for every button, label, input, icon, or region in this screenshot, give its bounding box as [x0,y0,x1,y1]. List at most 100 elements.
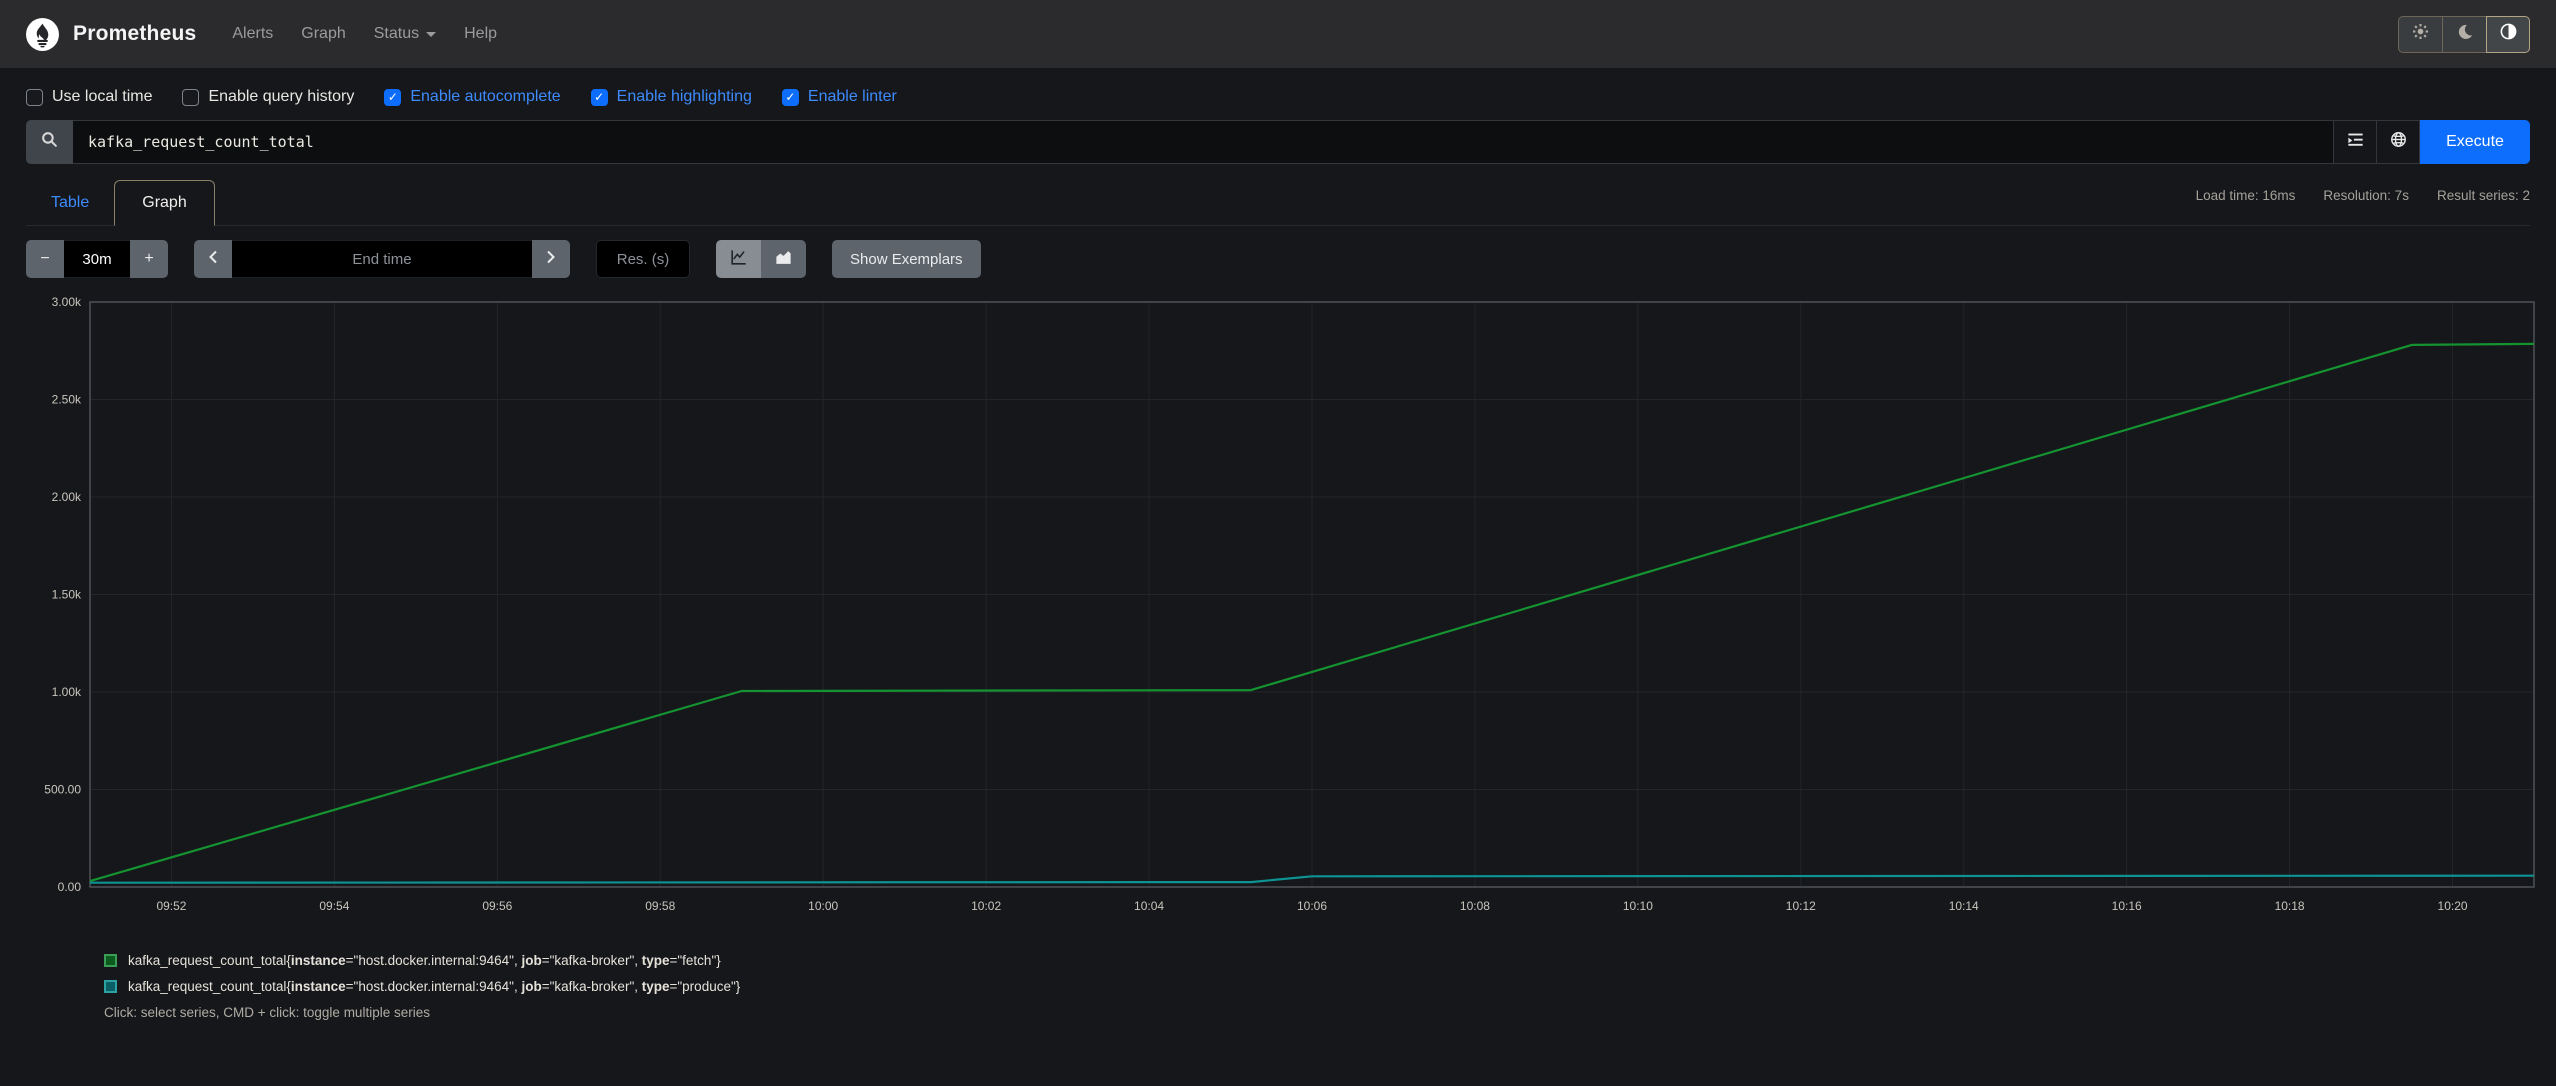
line-chart-button[interactable] [716,240,761,278]
svg-text:09:54: 09:54 [319,899,349,913]
svg-text:1.00k: 1.00k [52,685,82,699]
check-icon: ✓ [387,90,398,104]
dark-theme-button[interactable] [2442,15,2486,53]
auto-theme-button[interactable] [2486,15,2530,53]
range-increase-button[interactable]: + [130,240,168,278]
checkbox-label: Enable linter [807,88,897,105]
legend-item[interactable]: kafka_request_count_total{instance="host… [104,953,2556,968]
legend-item[interactable]: kafka_request_count_total{instance="host… [104,979,2556,994]
execute-button[interactable]: Execute [2420,120,2530,164]
load-time: Load time: 16ms [2195,188,2296,203]
checkbox-label: Use local time [52,88,153,105]
query-expression-input[interactable] [73,120,2334,164]
check-icon: ✓ [785,90,796,104]
chevron-right-icon [546,250,556,269]
svg-text:1.50k: 1.50k [52,588,82,602]
prometheus-logo-icon [26,17,59,51]
checkbox-enable-query-history[interactable]: ✓ Enable query history [182,88,354,106]
chart-type-toggle [716,240,806,278]
svg-text:10:00: 10:00 [808,899,838,913]
svg-text:10:16: 10:16 [2112,899,2142,913]
svg-text:10:02: 10:02 [971,899,1001,913]
legend-swatch [104,954,117,967]
time-forward-button[interactable] [532,240,570,278]
legend-swatch [104,980,117,993]
svg-text:10:18: 10:18 [2275,899,2305,913]
svg-text:10:14: 10:14 [1949,899,1979,913]
svg-text:10:12: 10:12 [1786,899,1816,913]
svg-text:2.50k: 2.50k [52,393,82,407]
svg-text:0.00: 0.00 [58,880,82,894]
checkbox-label: Enable autocomplete [410,88,561,105]
nav-item-status[interactable]: Status [360,17,450,51]
tabs-row: Table Graph Load time: 16ms Resolution: … [26,180,2530,226]
nav-item-graph-label: Graph [301,25,346,42]
svg-text:09:56: 09:56 [482,899,512,913]
query-stats: Load time: 16ms Resolution: 7s Result se… [2196,180,2530,203]
time-series-chart[interactable]: 0.00 500.00 1.00k 1.50k 2.00k 2.50k 3.00k 09:52… [20,294,2536,927]
range-input[interactable] [64,240,130,278]
nav-item-help[interactable]: Help [450,17,511,51]
half-circle-contrast-icon [2499,22,2518,46]
svg-text:2.00k: 2.00k [52,490,82,504]
chart-legend: kafka_request_count_total{instance="host… [104,953,2556,994]
search-addon [26,120,73,164]
tab-table[interactable]: Table [51,194,90,211]
globe-icon [2389,130,2408,154]
legend-hint: Click: select series, CMD + click: toggl… [104,1005,430,1020]
check-icon: ✓ [594,90,605,104]
svg-text:500.00: 500.00 [44,783,81,797]
time-back-button[interactable] [194,240,232,278]
globe-button[interactable] [2377,120,2420,164]
svg-text:10:20: 10:20 [2438,899,2468,913]
checkbox-icon: ✓ [26,88,43,106]
checkbox-enable-highlighting[interactable]: ✓ Enable highlighting [590,88,752,106]
svg-text:10:08: 10:08 [1460,899,1490,913]
navbar: Prometheus Alerts Graph Status Help [0,0,2556,68]
end-time-input[interactable] [232,240,532,278]
chart-svg[interactable]: 0.00 500.00 1.00k 1.50k 2.00k 2.50k 3.00k 09:52… [20,294,2536,922]
legend-label: kafka_request_count_total{instance="host… [128,953,721,968]
svg-text:09:58: 09:58 [645,899,675,913]
range-decrease-button[interactable]: − [26,240,64,278]
checkbox-use-local-time[interactable]: ✓ Use local time [26,88,152,106]
checkbox-icon: ✓ [182,88,200,106]
check-icon: ✓ [186,91,196,103]
nav-item-graph[interactable]: Graph [287,17,359,51]
checkbox-enable-autocomplete[interactable]: ✓ Enable autocomplete [384,88,561,106]
line-chart-icon [729,248,748,270]
theme-toggle-group [2398,15,2530,53]
show-exemplars-button[interactable]: Show Exemplars [832,240,981,278]
end-time-picker [194,240,570,278]
metrics-explorer-icon [2346,130,2365,154]
brand[interactable]: Prometheus [26,17,197,51]
nav-item-alerts-label: Alerts [232,25,274,42]
nav-links: Alerts Graph Status Help [218,17,511,51]
stacked-chart-icon [774,248,793,270]
brand-title: Prometheus [73,22,197,45]
checkbox-label: Enable highlighting [616,88,752,105]
stacked-chart-button[interactable] [761,240,806,278]
light-theme-button[interactable] [2398,15,2442,53]
check-icon: ✓ [29,91,39,103]
legend-label: kafka_request_count_total{instance="host… [128,979,741,994]
svg-text:10:06: 10:06 [1297,899,1327,913]
nav-item-help-label: Help [464,25,498,42]
svg-text:09:52: 09:52 [156,899,186,913]
nav-item-status-label: Status [373,25,420,42]
checkbox-icon: ✓ [590,88,608,106]
tab-graph[interactable]: Graph [114,180,215,226]
graph-controls: − + [26,240,2530,278]
svg-text:10:10: 10:10 [1623,899,1653,913]
query-row: Execute [26,120,2530,164]
result-series: Result series: 2 [2436,188,2530,203]
caret-down-icon [426,31,437,37]
checkbox-label: Enable query history [208,88,355,105]
checkbox-enable-linter[interactable]: ✓ Enable linter [781,88,897,106]
resolution-input[interactable] [596,240,690,278]
svg-text:10:04: 10:04 [1134,899,1164,913]
options-row: ✓ Use local time ✓ Enable query history … [0,68,2556,106]
checkbox-icon: ✓ [781,88,799,106]
metrics-explorer-button[interactable] [2334,120,2377,164]
nav-item-alerts[interactable]: Alerts [218,17,287,51]
